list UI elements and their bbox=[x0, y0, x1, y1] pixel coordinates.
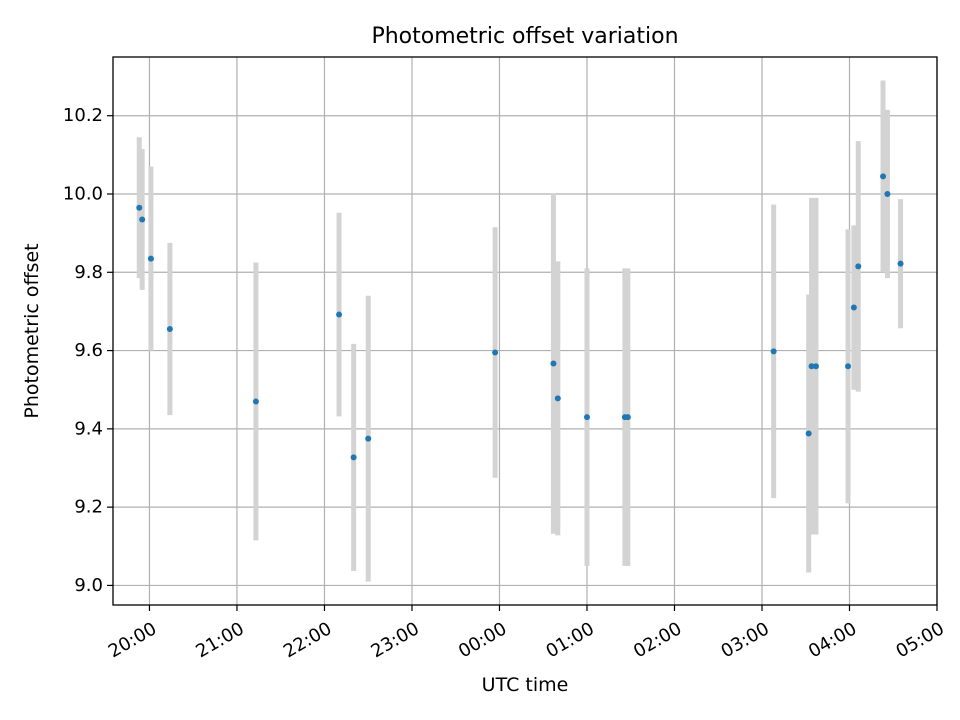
y-tick-label: 9.6 bbox=[74, 340, 103, 361]
y-tick-label: 9.4 bbox=[74, 418, 103, 439]
data-point bbox=[855, 263, 862, 270]
x-tick-label: 21:00 bbox=[192, 618, 247, 662]
data-point bbox=[884, 191, 891, 197]
data-point bbox=[350, 454, 357, 461]
data-point bbox=[583, 414, 590, 421]
data-point bbox=[624, 414, 631, 421]
data-point bbox=[252, 398, 259, 405]
x-tick-label: 22:00 bbox=[280, 618, 335, 662]
data-point bbox=[805, 430, 812, 437]
x-tick-label: 05:00 bbox=[892, 618, 947, 662]
data-point bbox=[897, 260, 904, 267]
data-point bbox=[808, 363, 815, 370]
data-point bbox=[147, 255, 154, 262]
data-point bbox=[554, 395, 561, 402]
data-point bbox=[770, 348, 777, 355]
data-point bbox=[845, 363, 852, 370]
x-tick-label: 04:00 bbox=[805, 618, 860, 662]
error-bars bbox=[136, 80, 904, 582]
data-point bbox=[880, 173, 887, 180]
x-tick-label: 23:00 bbox=[367, 618, 422, 662]
y-axis-ticks: 9.0 9.2 9.4 9.6 9.8 10.0 10.2 bbox=[63, 105, 113, 596]
data-point bbox=[139, 216, 146, 223]
chart-title: Photometric offset variation bbox=[371, 24, 678, 49]
x-tick-label: 00:00 bbox=[455, 618, 510, 662]
data-point bbox=[336, 311, 343, 318]
x-tick-label: 20:00 bbox=[105, 618, 160, 662]
x-tick-label: 03:00 bbox=[717, 618, 772, 662]
data-point bbox=[136, 204, 143, 211]
plot-frame bbox=[112, 56, 938, 606]
x-axis-ticks: 20:00 21:00 22:00 23:00 00:00 01:00 02:00 03:00… bbox=[105, 605, 948, 662]
y-tick-label: 9.0 bbox=[74, 575, 103, 596]
y-tick-label: 9.8 bbox=[74, 262, 103, 283]
y-axis-title: Photometric offset bbox=[21, 243, 43, 418]
x-tick-label: 02:00 bbox=[630, 618, 685, 662]
data-point bbox=[550, 360, 557, 367]
y-tick-label: 9.2 bbox=[74, 497, 103, 518]
data-points bbox=[136, 173, 904, 461]
y-tick-label: 10.2 bbox=[63, 105, 103, 126]
data-point bbox=[365, 435, 372, 442]
y-tick-label: 10.0 bbox=[63, 184, 103, 205]
x-axis-title: UTC time bbox=[482, 674, 569, 696]
data-point bbox=[492, 349, 499, 356]
data-point bbox=[850, 304, 857, 311]
data-point bbox=[812, 363, 819, 370]
data-point bbox=[166, 326, 173, 333]
x-tick-label: 01:00 bbox=[542, 618, 597, 662]
